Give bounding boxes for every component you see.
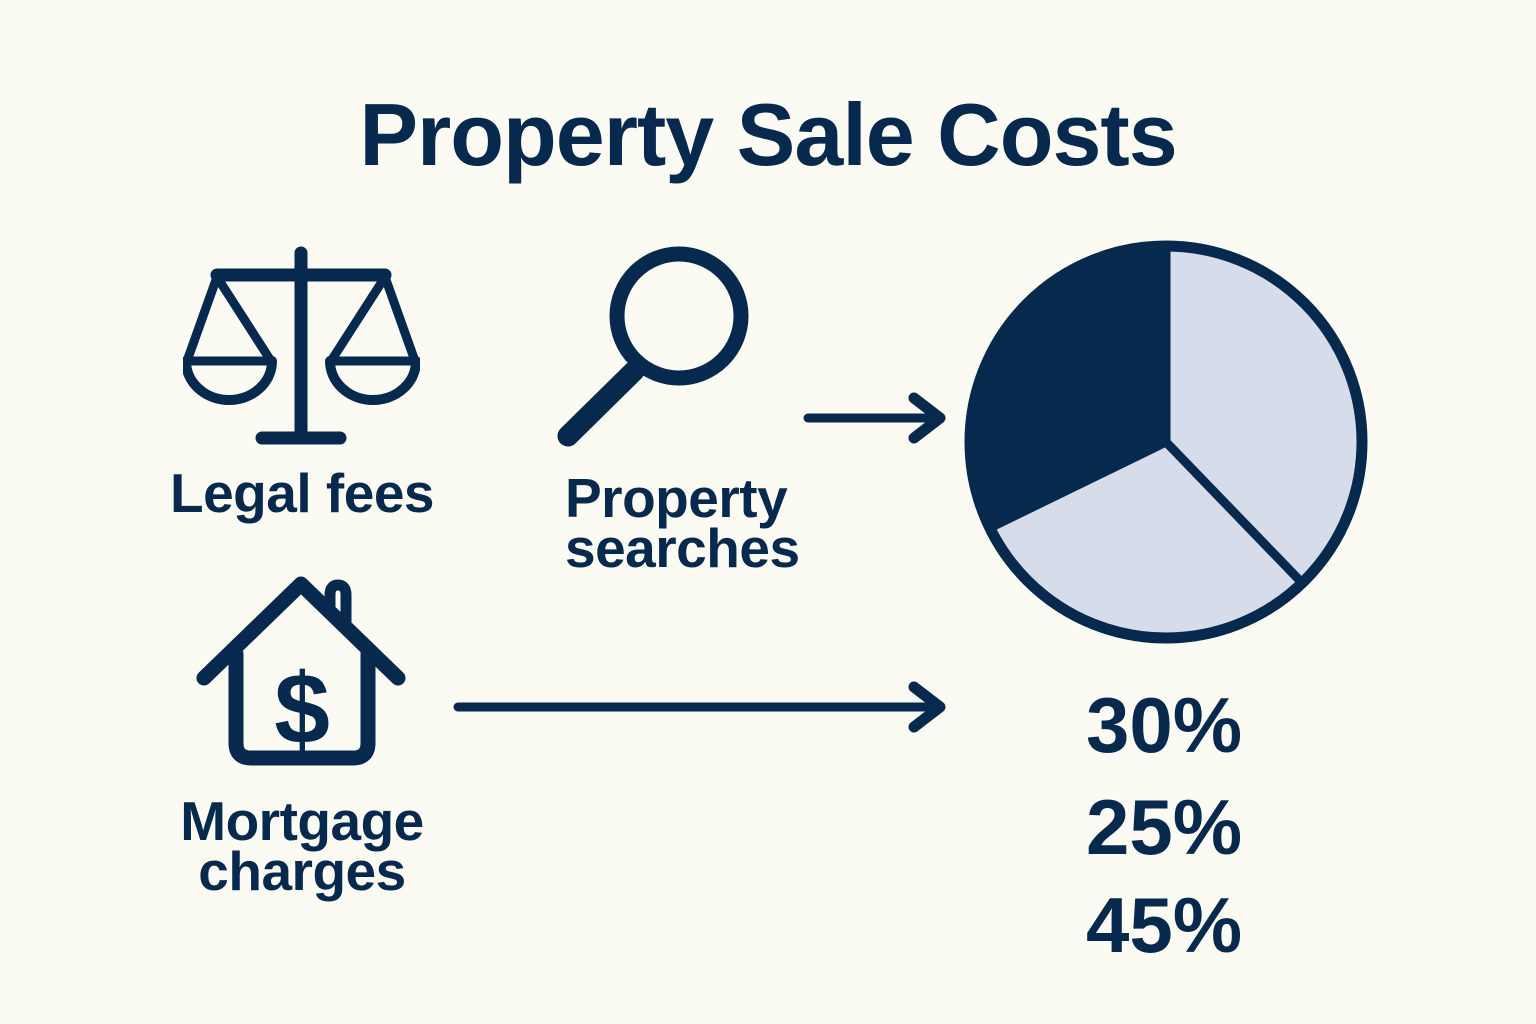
legal-fees-label: Legal fees (169, 462, 435, 524)
property-searches-label: Property searches (565, 467, 800, 579)
page-title: Property Sale Costs (359, 85, 1177, 184)
house-dollar-icon: $ (196, 576, 406, 766)
arrow-right-long-icon (453, 681, 946, 733)
dollar-sign-glyph: $ (274, 653, 330, 765)
pie-separator-line (1162, 438, 1306, 587)
property-searches-label-line1: Property (565, 467, 788, 529)
mortgage-charges-label-line1: Mortgage (180, 790, 424, 852)
pie-chart (964, 240, 1368, 644)
pie-slice-separators (987, 246, 1306, 587)
property-searches-label-line2: searches (565, 517, 800, 579)
mortgage-charges-label-line2: charges (198, 840, 406, 902)
scales-icon (183, 246, 420, 445)
pie-percentage-3: 45% (1085, 881, 1243, 969)
arrow-right-short-icon (803, 392, 946, 444)
pie-percentage-1: 30% (1085, 681, 1243, 769)
pie-percentage-2: 25% (1085, 783, 1243, 871)
mortgage-charges-label: Mortgage charges (152, 790, 452, 902)
pie-separator-line (987, 437, 1168, 532)
pie-outer-ring (964, 240, 1368, 644)
pie-slice (1166, 246, 1362, 583)
magnifying-glass-icon (557, 246, 749, 447)
